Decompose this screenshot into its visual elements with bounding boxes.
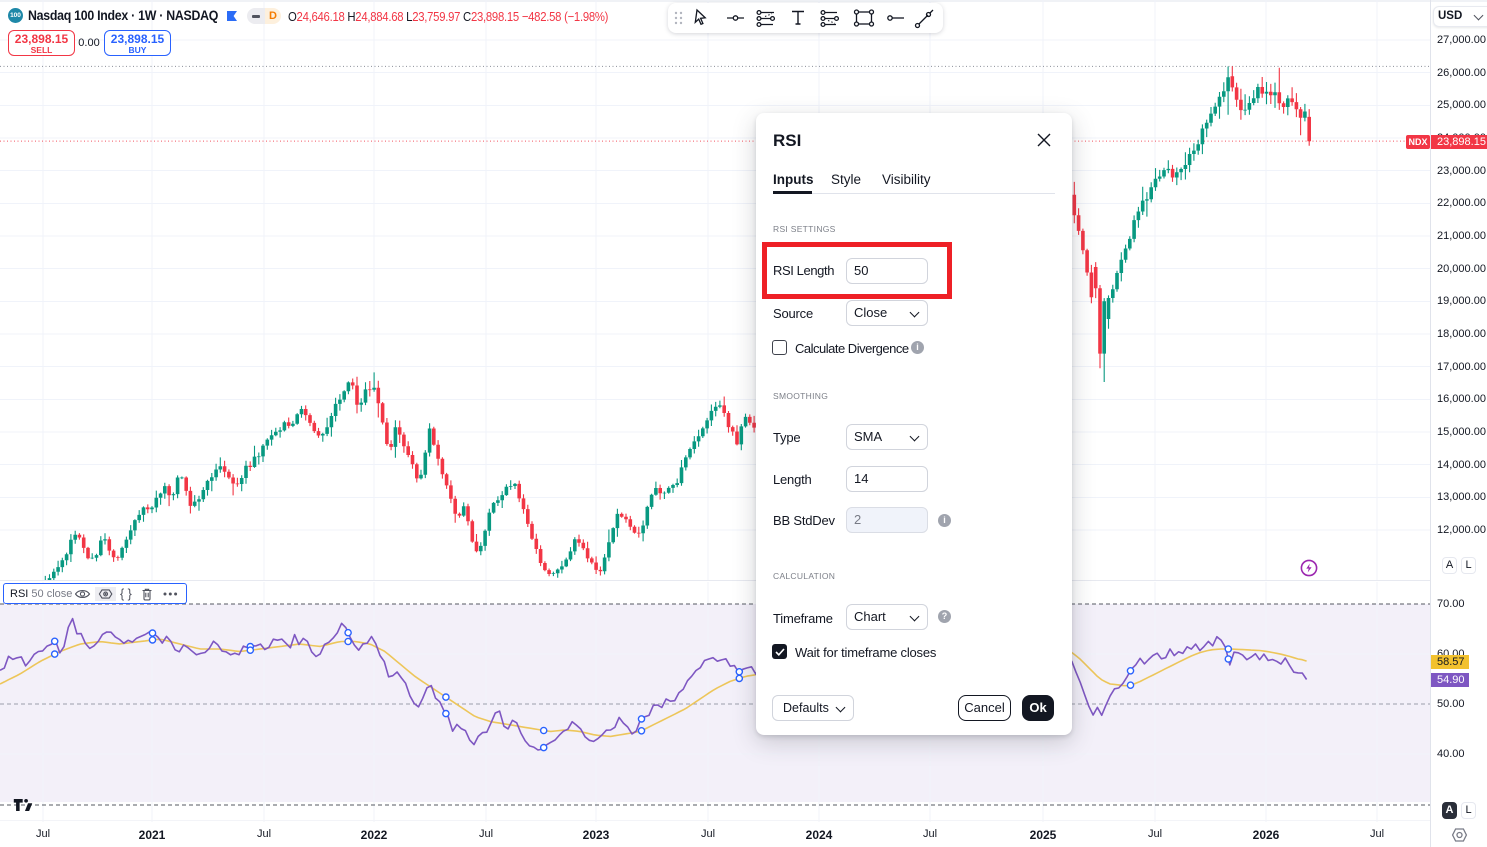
svg-text:{ }: { } <box>120 587 132 601</box>
